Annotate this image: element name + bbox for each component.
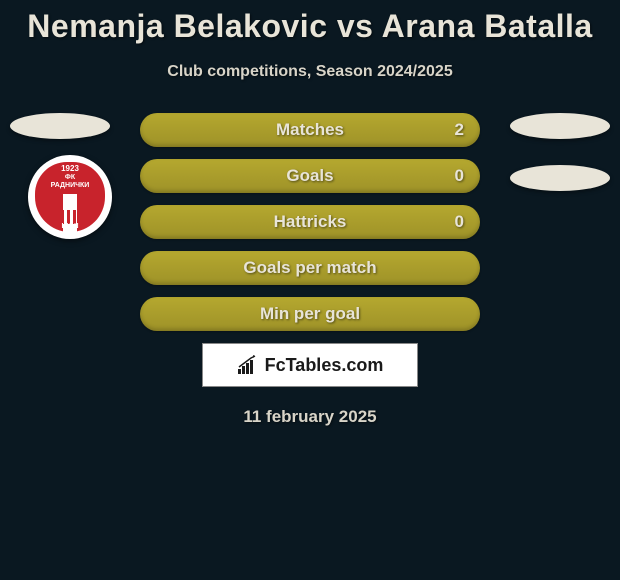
brand-text: FcTables.com: [265, 355, 384, 376]
bar-goals: Goals 0: [140, 159, 480, 193]
page-title: Nemanja Belakovic vs Arana Batalla: [0, 8, 620, 45]
club-badge: 1923 ФК РАДНИЧКИ НИШ: [28, 155, 112, 239]
bar-label: Matches: [276, 120, 344, 140]
badge-line1: ФК: [65, 174, 75, 181]
badge-line2: РАДНИЧКИ: [51, 182, 90, 189]
brand-box[interactable]: FcTables.com: [202, 343, 418, 387]
brand-chart-icon: [237, 355, 261, 375]
bar-label: Goals: [286, 166, 333, 186]
badge-bottom-text: НИШ: [35, 223, 105, 230]
bar-value: 0: [455, 166, 464, 186]
bar-min-per-goal: Min per goal: [140, 297, 480, 331]
bar-matches: Matches 2: [140, 113, 480, 147]
bar-label: Goals per match: [243, 258, 376, 278]
player-right-oval-2: [510, 165, 610, 191]
player-right-oval-1: [510, 113, 610, 139]
club-badge-inner: 1923 ФК РАДНИЧКИ НИШ: [35, 162, 105, 232]
bar-label: Min per goal: [260, 304, 360, 324]
stat-bars: Matches 2 Goals 0 Hattricks 0 Goals per …: [140, 113, 480, 331]
infographic-container: Nemanja Belakovic vs Arana Batalla Club …: [0, 0, 620, 427]
bar-value: 2: [455, 120, 464, 140]
badge-text: ФК РАДНИЧКИ: [35, 174, 105, 190]
bar-goals-per-match: Goals per match: [140, 251, 480, 285]
stats-area: 1923 ФК РАДНИЧКИ НИШ Matches 2 Goals 0: [0, 113, 620, 427]
subtitle: Club competitions, Season 2024/2025: [0, 63, 620, 81]
bar-value: 0: [455, 212, 464, 232]
player-left-oval-1: [10, 113, 110, 139]
bar-hattricks: Hattricks 0: [140, 205, 480, 239]
date-line: 11 february 2025: [0, 407, 620, 427]
bar-label: Hattricks: [274, 212, 347, 232]
badge-building-icon: [55, 202, 85, 224]
badge-year: 1923: [35, 164, 105, 173]
